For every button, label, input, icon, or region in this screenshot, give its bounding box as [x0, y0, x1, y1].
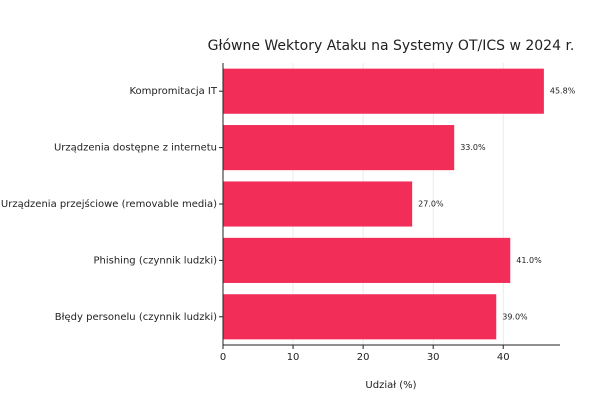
y-tick-label: Phishing (czynnik ludzki) — [93, 255, 217, 266]
bar — [223, 237, 511, 283]
y-tick-label: Błędy personelu (czynnik ludzki) — [55, 312, 217, 323]
y-tick-label: Urządzenia przejściowe (removable media) — [1, 198, 217, 210]
bar — [223, 125, 455, 171]
y-tick-label: Kompromitacja IT — [130, 86, 218, 97]
value-label: 33.0% — [460, 143, 486, 152]
bar — [223, 68, 544, 114]
value-label: 45.8% — [550, 87, 576, 96]
x-tick-label: 10 — [287, 352, 300, 363]
value-label: 27.0% — [418, 200, 444, 209]
x-tick-label: 30 — [427, 352, 440, 363]
x-axis-label: Udział (%) — [365, 380, 416, 391]
bar — [223, 181, 413, 227]
bar — [223, 294, 497, 340]
x-tick-label: 40 — [497, 352, 510, 363]
x-tick-label: 20 — [357, 352, 370, 363]
value-label: 39.0% — [502, 312, 528, 321]
chart-title: Główne Wektory Ataku na Systemy OT/ICS w… — [208, 38, 575, 54]
y-tick-label: Urządzenia dostępne z internetu — [54, 143, 217, 154]
value-label: 41.0% — [516, 256, 542, 265]
x-tick-label: 0 — [220, 352, 226, 363]
